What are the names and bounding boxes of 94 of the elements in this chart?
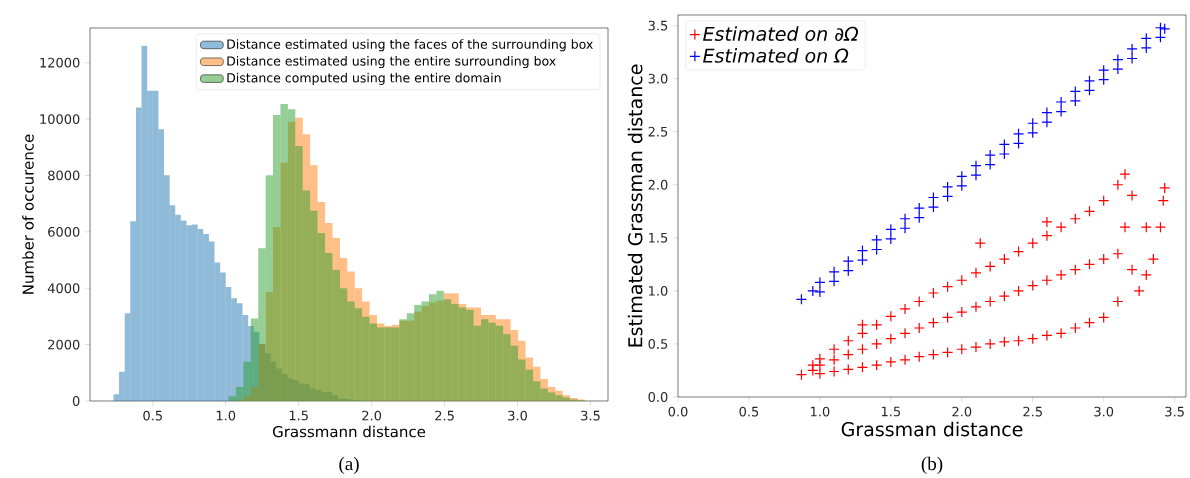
point [814,286,826,298]
legend-label: Estimated on ∂Ω [703,26,858,42]
y-tick-label: 0 [72,396,80,406]
y-tick-label: 0.5 [648,339,668,349]
point [942,181,954,193]
point [956,170,968,182]
point [984,149,996,161]
point [1041,107,1053,119]
x-tick-label: 1.0 [216,410,236,421]
y-tick-label: 8000 [48,170,80,181]
point [1126,52,1138,65]
y-axis-title: Estimated Grassman distance [627,64,643,347]
y-tick-label: 4000 [47,283,80,294]
x-tick-label: 0.0 [668,406,688,417]
point [970,169,982,181]
point [1027,117,1039,129]
point [807,285,819,297]
x-tick-label: 3.0 [1094,406,1114,417]
x-tick-label: 3.0 [508,410,528,421]
x-tick-label: 2.5 [435,410,454,421]
legend-label: Distance computed using the entire domain [227,72,501,85]
point [1112,53,1124,66]
point [1069,95,1081,107]
y-tick-label: 2.0 [648,179,668,190]
x-axis-title: Grassmann distance [272,425,426,438]
point [842,265,854,277]
point [885,233,897,245]
point [856,244,869,257]
point [1154,31,1167,43]
x-tick-label: 3.5 [1165,406,1184,417]
point [795,293,808,305]
point [1083,84,1096,96]
point [899,222,911,234]
point [1159,23,1171,35]
point [1154,22,1167,34]
point [1098,64,1110,76]
point [1140,42,1152,54]
point [1098,74,1110,86]
y-tick-label: 6000 [48,226,80,237]
point [814,276,826,288]
point [1083,75,1096,87]
point [956,180,968,192]
x-axis-title: Grassman distance [841,421,1023,437]
point [828,266,840,278]
point [871,243,883,256]
legend-label: Distance estimated using the faces of the surrounding box [227,39,593,52]
y-tick-label: 1.5 [649,233,668,243]
point [856,254,869,266]
y-tick-label: 12000 [40,57,80,68]
point [899,213,911,225]
point [970,160,982,172]
x-tick-label: 2.0 [952,406,972,417]
y-tick-label: 10000 [40,114,80,124]
point [1012,128,1025,140]
text: (a) [339,456,359,475]
x-tick-label: 3.5 [581,410,600,421]
y-tick-label: 3.0 [648,73,668,84]
point [1112,63,1124,75]
point [998,138,1010,151]
y-axis-title: Number of occurence [22,134,34,294]
point [828,275,840,287]
point [998,148,1010,160]
x-tick-label: 1.0 [810,406,830,417]
y-tick-label: 1.0 [649,285,668,296]
point [1055,105,1067,118]
point [927,191,940,204]
x-tick-label: 0.5 [143,410,162,421]
point [1027,127,1039,139]
point [1012,137,1025,149]
point [984,159,996,171]
text: (b) [921,456,943,475]
point [871,234,883,246]
x-tick-label: 1.5 [881,406,901,417]
point [1069,85,1081,97]
y-tick-label: 2.5 [648,126,668,137]
point [942,190,954,203]
point [913,202,925,214]
x-tick-label: 2.0 [362,410,382,421]
point [1041,116,1053,128]
y-tick-label: 0.0 [648,392,668,402]
y-tick-label: 3.5 [648,20,668,31]
point [1140,32,1152,44]
point [885,223,897,235]
x-tick-label: 1.5 [289,410,308,421]
x-tick-label: 2.5 [1023,406,1042,417]
point [927,201,940,213]
legend-label: Distance estimated using the entire surrounding box [227,56,556,69]
point [842,255,854,267]
y-tick-label: 2000 [48,339,80,350]
point [1126,43,1138,55]
point [913,212,925,224]
point [1055,96,1067,108]
legend-label: Estimated on Ω [703,48,849,63]
x-tick-label: 0.5 [739,406,759,417]
